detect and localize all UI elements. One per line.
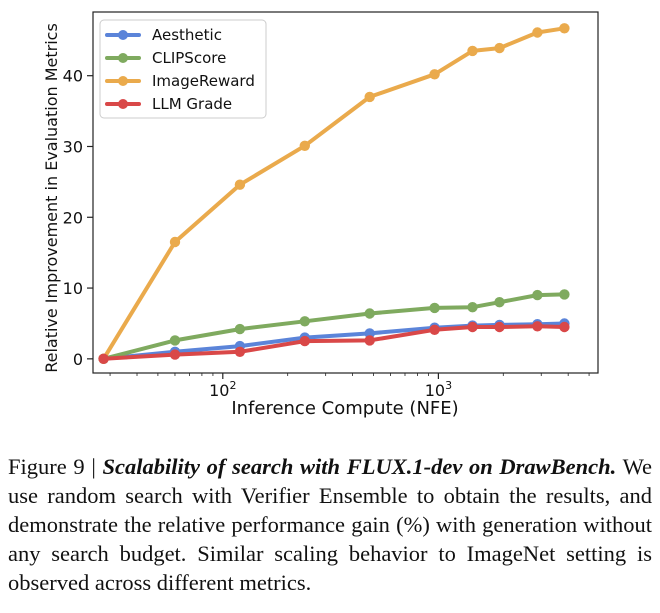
series-line-clipscore	[101, 292, 567, 361]
data-point-llm-grade	[169, 349, 181, 360]
data-point-imagereward	[467, 45, 478, 57]
data-point-imagereward	[234, 179, 246, 190]
legend-label-imagereward: ImageReward	[152, 72, 255, 90]
data-point-clipscore	[559, 289, 570, 300]
data-point-llm-grade	[364, 335, 375, 346]
data-point-clipscore	[299, 316, 310, 327]
data-point-clipscore	[234, 323, 246, 335]
data-point-imagereward	[364, 91, 375, 103]
y-tick-label: 40	[63, 67, 83, 86]
legend-label-llm-grade: LLM Grade	[152, 95, 232, 113]
figure-label: Figure 9 |	[8, 454, 103, 479]
y-tick-label: 30	[63, 137, 83, 156]
y-tick-label: 10	[63, 279, 83, 298]
data-point-imagereward	[559, 23, 570, 34]
data-point-clipscore	[494, 297, 505, 308]
y-tick-label: 0	[73, 350, 83, 369]
data-point-imagereward	[532, 27, 543, 38]
legend-item-llm-grade: LLM Grade	[105, 95, 232, 113]
data-point-imagereward	[169, 236, 181, 248]
x-axis-label: Inference Compute (NFE)	[231, 398, 458, 419]
y-axis-label: Relative Improvement in Evaluation Metri…	[42, 23, 61, 373]
figure-caption: Figure 9 | Scalability of search with FL…	[8, 452, 652, 597]
data-point-imagereward	[429, 69, 440, 80]
data-point-llm-grade	[429, 324, 440, 335]
series-llm-grade	[98, 321, 570, 364]
figure-title: Scalability of search with FLUX.1-dev on…	[102, 454, 617, 479]
figure-chart: 0 10 20 30 40 102 103 Inference Compute (NFE)…	[42, 11, 599, 419]
legend-item-imagereward: ImageReward	[105, 72, 255, 90]
data-point-llm-grade	[234, 346, 246, 357]
data-point-llm-grade	[559, 321, 570, 333]
data-point-clipscore	[532, 289, 543, 301]
legend: Aesthetic CLIPScore ImageReward LLM Grad…	[99, 19, 267, 119]
y-tick-label: 20	[63, 208, 83, 227]
data-point-clipscore	[467, 302, 478, 313]
data-point-clipscore	[429, 302, 440, 314]
data-point-llm-grade	[494, 321, 505, 333]
data-point-llm-grade	[299, 335, 310, 347]
series-line-aesthetic	[101, 321, 567, 361]
series-line-llm-grade	[101, 324, 567, 361]
data-point-llm-grade	[532, 321, 543, 332]
caption-body: We use random search with Verifier Ensem…	[8, 454, 652, 595]
series-line-imagereward	[101, 26, 567, 361]
legend-item-aesthetic: Aesthetic	[105, 26, 222, 44]
data-point-imagereward	[299, 140, 310, 151]
plot-frame	[92, 11, 599, 374]
data-point-clipscore	[364, 308, 375, 319]
x-tick-label: 102	[209, 379, 236, 400]
legend-box	[99, 19, 267, 119]
data-point-llm-grade	[98, 353, 109, 364]
legend-label-clipscore: CLIPScore	[152, 49, 226, 67]
x-tick-label: 103	[425, 379, 452, 400]
series-imagereward	[98, 23, 570, 364]
legend-item-clipscore: CLIPScore	[105, 49, 226, 67]
legend-label-aesthetic: Aesthetic	[152, 26, 222, 44]
data-point-llm-grade	[467, 321, 478, 333]
data-point-clipscore	[169, 335, 181, 346]
data-point-imagereward	[494, 42, 505, 54]
